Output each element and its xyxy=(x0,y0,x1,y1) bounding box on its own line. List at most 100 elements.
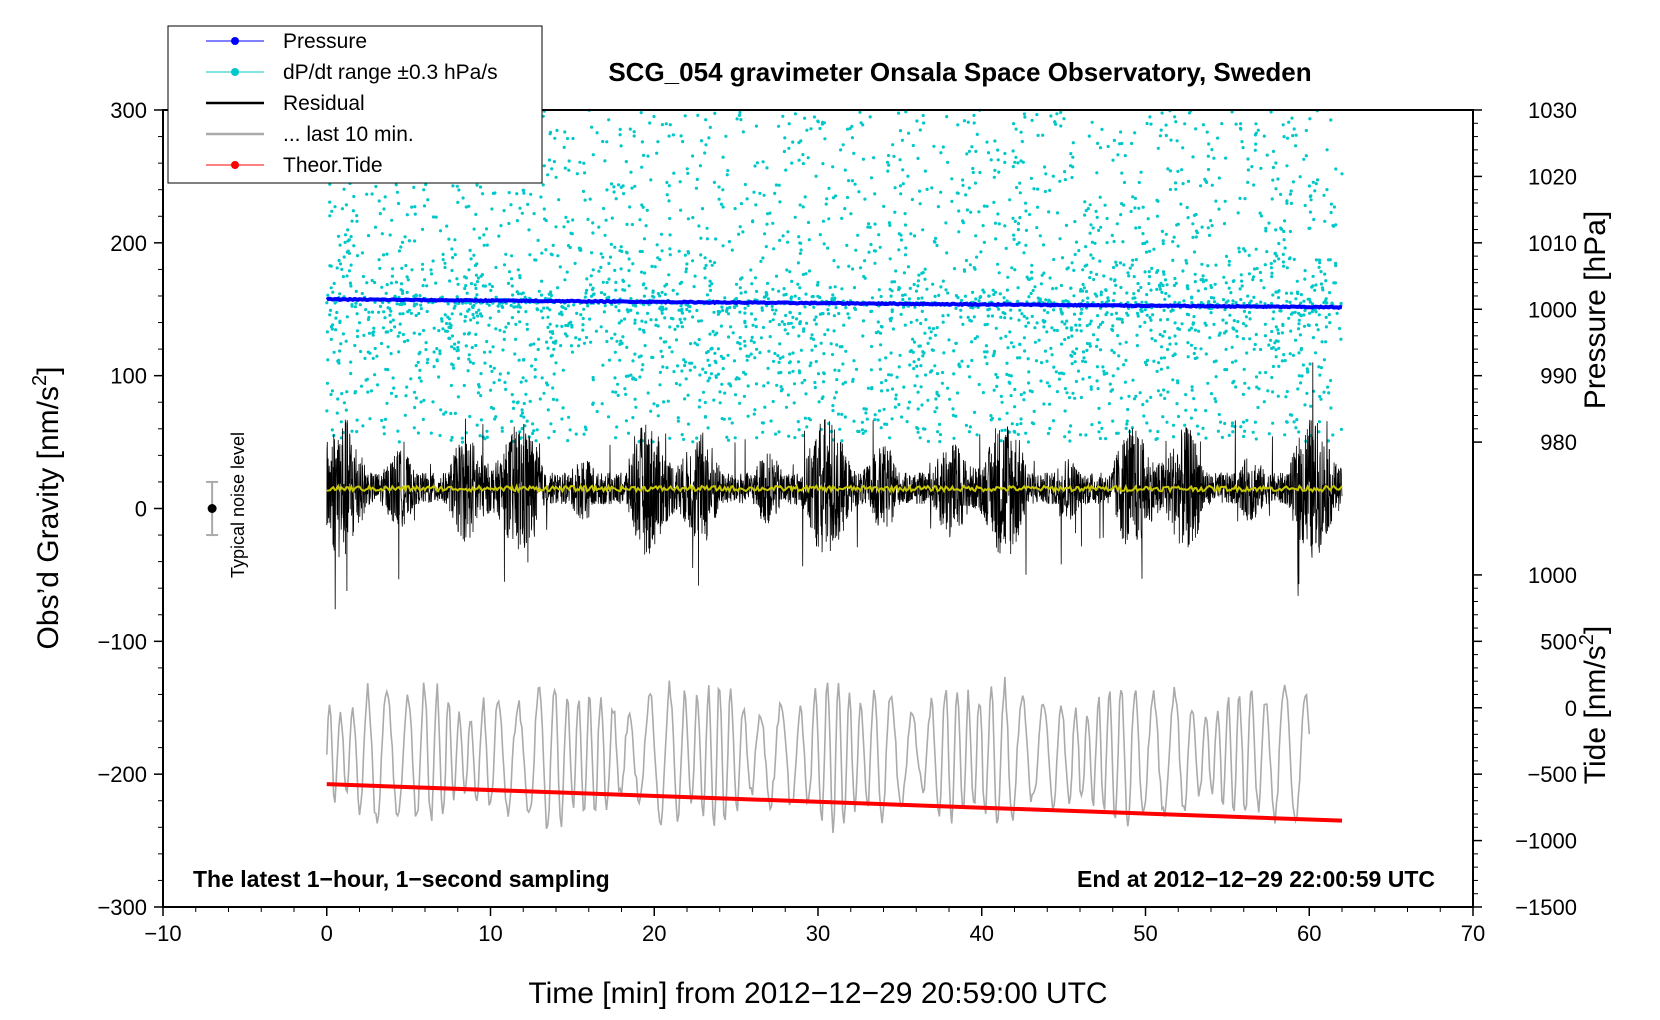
dpdt-point xyxy=(1053,120,1057,124)
dpdt-point xyxy=(595,409,599,414)
dpdt-point xyxy=(473,283,477,287)
dpdt-point xyxy=(1097,325,1101,329)
dpdt-point xyxy=(1041,319,1045,323)
dpdt-point xyxy=(1181,146,1185,150)
dpdt-point xyxy=(907,131,911,135)
dpdt-point xyxy=(708,332,712,336)
dpdt-point xyxy=(906,406,910,410)
dpdt-point xyxy=(1134,226,1138,230)
dpdt-point xyxy=(1254,437,1258,441)
dpdt-point xyxy=(737,232,741,236)
dpdt-point xyxy=(659,232,664,236)
dpdt-point xyxy=(1243,197,1247,201)
dpdt-point xyxy=(882,407,886,411)
dpdt-point xyxy=(1159,345,1164,349)
dpdt-point xyxy=(1324,297,1328,301)
dpdt-point xyxy=(435,347,439,351)
dpdt-point xyxy=(664,307,668,311)
dpdt-point xyxy=(410,205,414,209)
dpdt-point xyxy=(923,267,927,271)
dpdt-point xyxy=(567,415,571,419)
dpdt-point xyxy=(680,325,685,329)
dpdt-point xyxy=(1078,317,1082,321)
annotation-sampling: The latest 1−hour, 1−second sampling xyxy=(193,866,610,892)
dpdt-point xyxy=(1160,229,1164,233)
dpdt-point xyxy=(558,265,562,269)
dpdt-point xyxy=(330,209,334,213)
dpdt-point xyxy=(945,251,949,255)
dpdt-point xyxy=(997,170,1001,174)
dpdt-point xyxy=(1003,160,1007,164)
dpdt-point xyxy=(766,366,770,370)
dpdt-point xyxy=(1204,352,1208,356)
dpdt-point xyxy=(1201,123,1205,127)
dpdt-point xyxy=(993,139,997,143)
dpdt-point xyxy=(914,289,919,293)
dpdt-point xyxy=(788,310,792,314)
dpdt-point xyxy=(1288,300,1292,304)
dpdt-point xyxy=(1078,323,1082,327)
dpdt-point xyxy=(1010,266,1014,270)
dpdt-point xyxy=(691,216,695,220)
y-axis-tide-label: Tide [nm/s2] xyxy=(1576,626,1612,784)
dpdt-point xyxy=(1277,346,1281,350)
dpdt-point xyxy=(396,201,401,206)
dpdt-point xyxy=(910,197,915,202)
dpdt-point xyxy=(456,282,460,286)
dpdt-point xyxy=(533,368,537,372)
dpdt-point xyxy=(325,330,329,334)
dpdt-point xyxy=(1186,216,1190,220)
dpdt-point xyxy=(824,202,828,206)
dpdt-point xyxy=(419,307,423,311)
dpdt-point xyxy=(574,432,578,436)
dpdt-point xyxy=(694,186,699,190)
dpdt-point xyxy=(1016,228,1021,232)
dpdt-point xyxy=(429,268,433,272)
dpdt-point xyxy=(869,176,874,180)
dpdt-point xyxy=(894,393,898,397)
dpdt-point xyxy=(768,335,772,339)
dpdt-point xyxy=(355,312,359,316)
dpdt-point xyxy=(1206,226,1210,230)
dpdt-point xyxy=(1088,276,1092,280)
dpdt-point xyxy=(877,409,882,413)
dpdt-point xyxy=(676,324,680,328)
dpdt-point xyxy=(599,325,603,329)
dpdt-point xyxy=(1088,322,1092,326)
dpdt-point xyxy=(1332,281,1336,285)
dpdt-point xyxy=(349,284,353,288)
dpdt-point xyxy=(1304,128,1308,133)
dpdt-point xyxy=(1181,182,1185,186)
dpdt-point xyxy=(935,406,939,410)
x-tick-label: 10 xyxy=(478,921,502,946)
dpdt-point xyxy=(682,437,686,441)
dpdt-point xyxy=(1319,270,1323,274)
dpdt-point xyxy=(994,237,998,241)
dpdt-point xyxy=(1143,308,1147,312)
dpdt-point xyxy=(447,325,451,329)
dpdt-point xyxy=(725,309,729,313)
y-left-tick-label: −200 xyxy=(97,762,147,787)
dpdt-point xyxy=(747,354,751,358)
dpdt-point xyxy=(661,365,665,369)
dpdt-point xyxy=(952,436,956,440)
dpdt-point xyxy=(414,364,418,368)
dpdt-point xyxy=(1139,170,1143,174)
dpdt-point xyxy=(1227,259,1231,263)
dpdt-point xyxy=(1334,261,1338,265)
dpdt-point xyxy=(1043,349,1047,353)
dpdt-point xyxy=(1067,430,1071,434)
dpdt-point xyxy=(890,280,894,284)
dpdt-point xyxy=(397,350,401,354)
dpdt-point xyxy=(860,428,865,432)
dpdt-point xyxy=(903,223,908,227)
dpdt-point xyxy=(903,253,908,257)
dpdt-point xyxy=(633,352,637,356)
dpdt-point xyxy=(385,252,389,256)
dpdt-point xyxy=(695,308,699,313)
dpdt-point xyxy=(441,258,445,262)
dpdt-point xyxy=(946,160,950,164)
dpdt-point xyxy=(793,215,797,219)
dpdt-point xyxy=(716,312,721,316)
dpdt-point xyxy=(999,439,1003,443)
